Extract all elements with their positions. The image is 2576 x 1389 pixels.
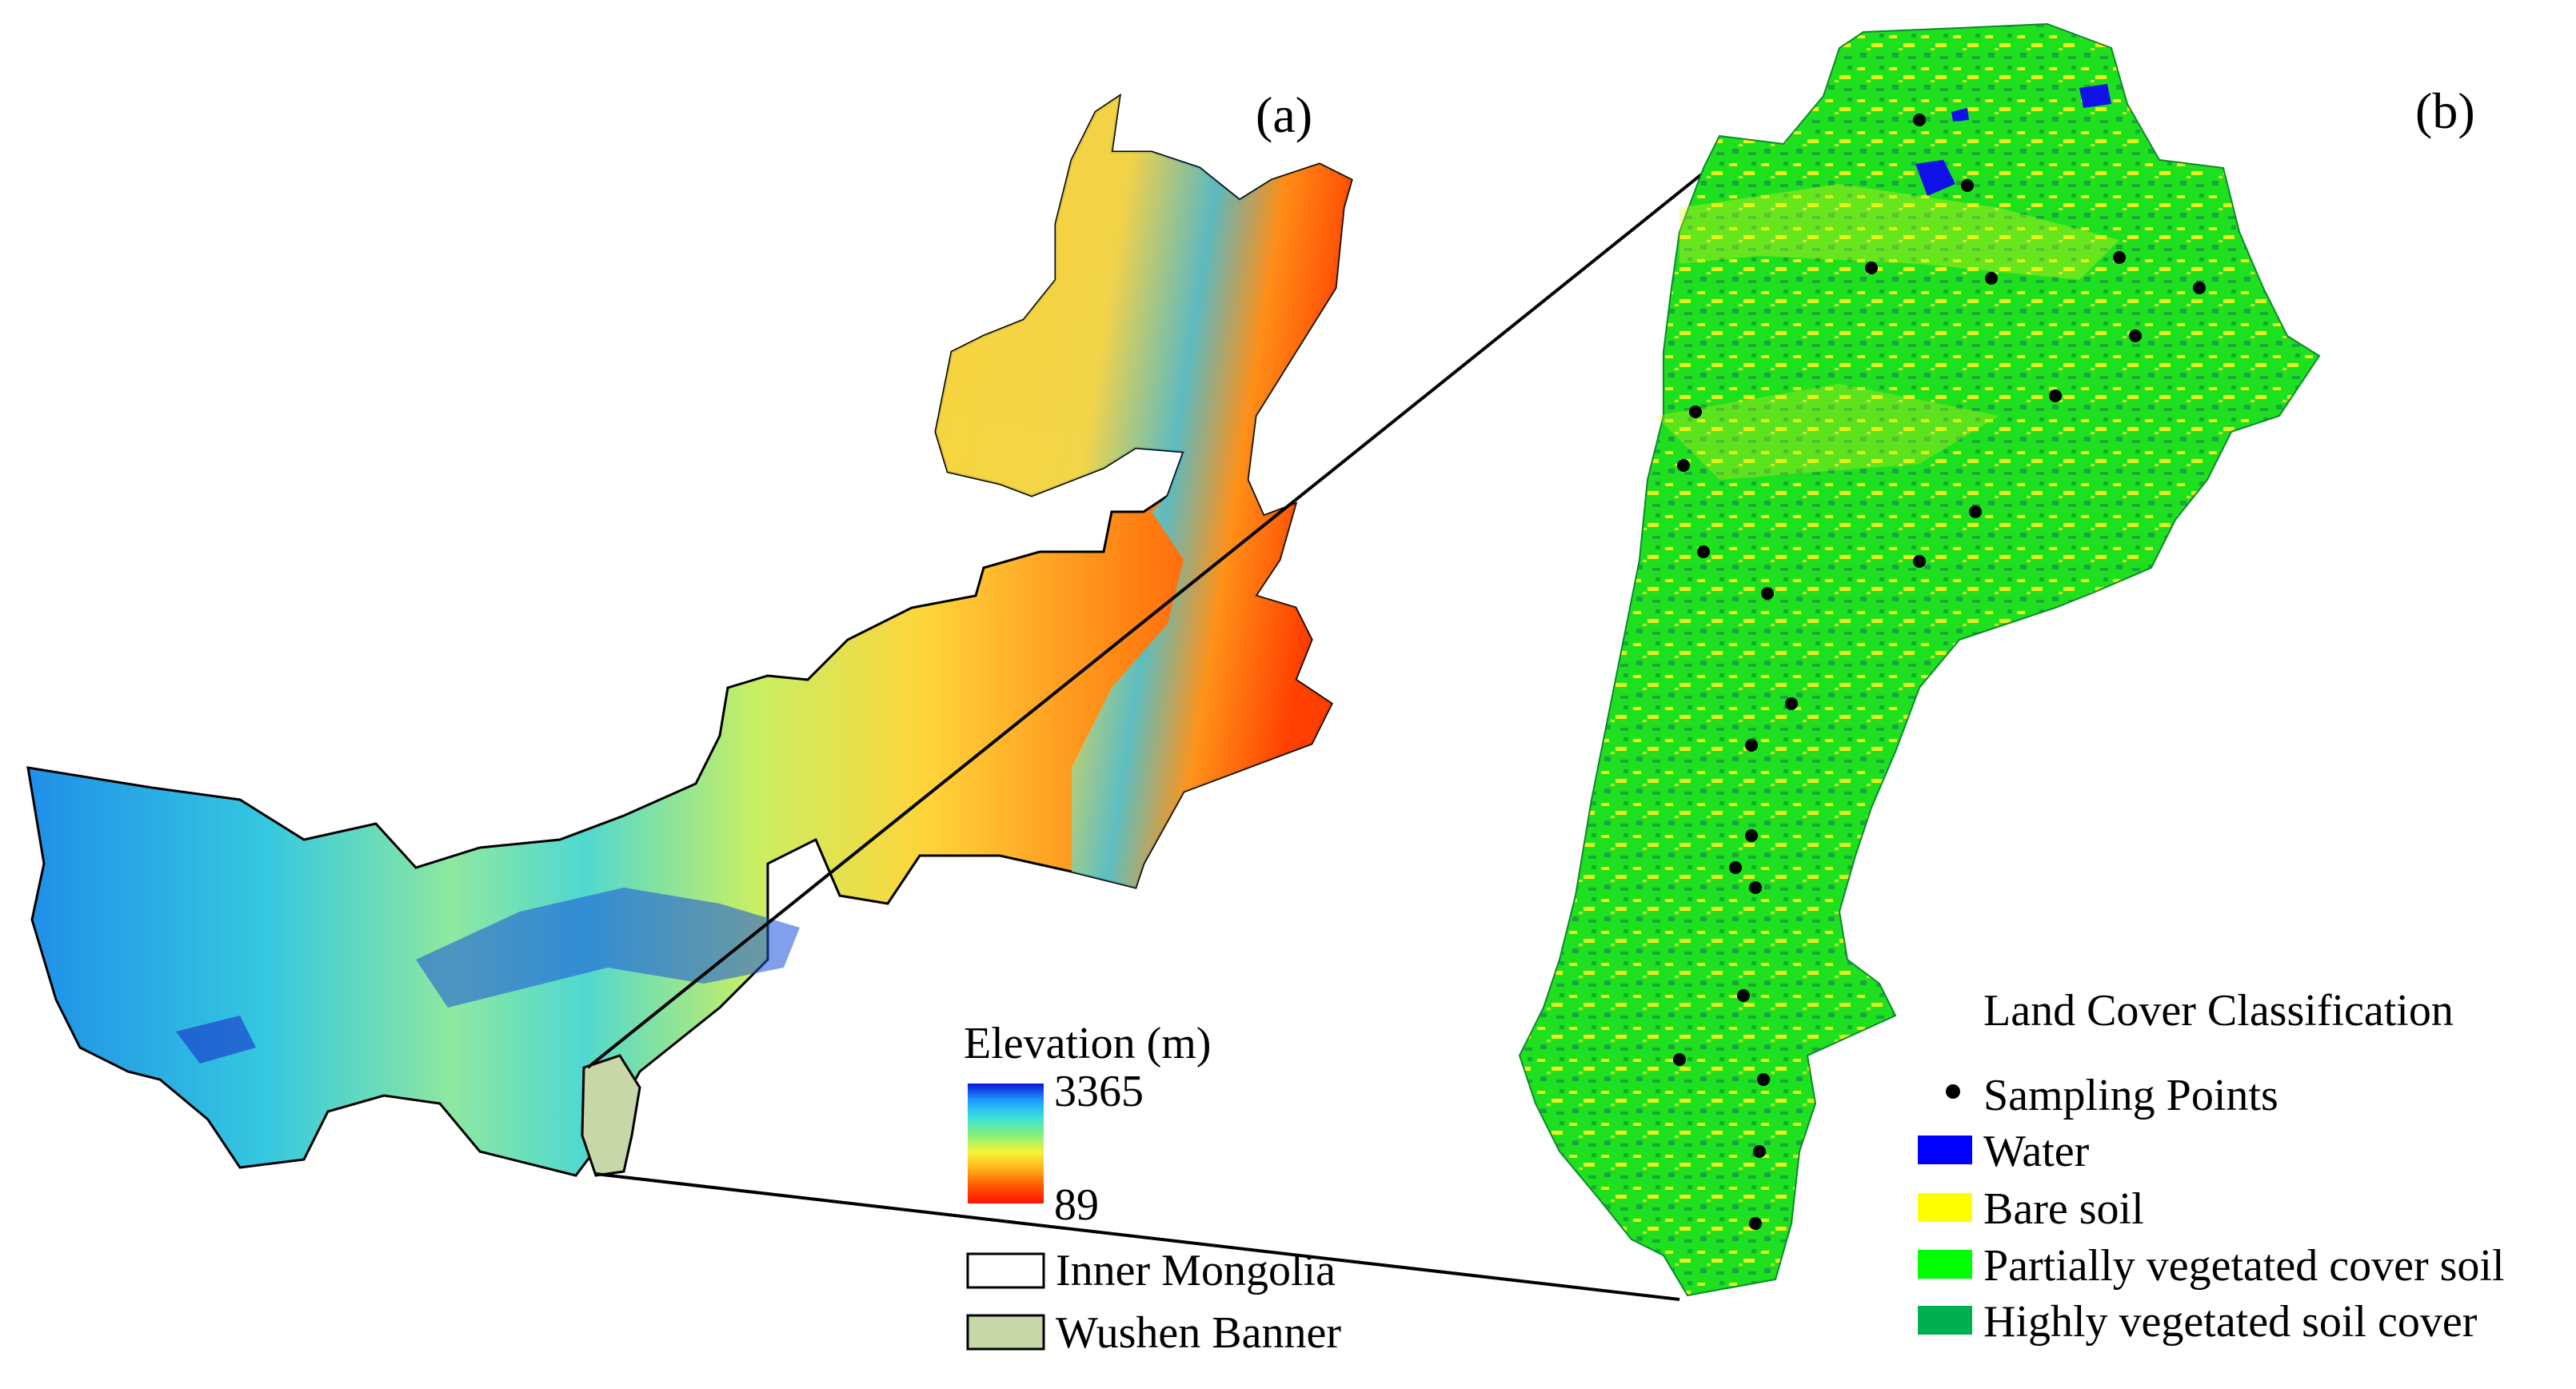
bare-soil-label: Bare soil (1983, 1184, 2144, 1234)
wushen-landcover-map (1518, 22, 2321, 1297)
sampling-point (1969, 505, 1982, 518)
sampling-points-label: Sampling Points (1983, 1071, 2278, 1120)
water-swatch (1918, 1136, 1972, 1164)
bare-soil-band (1679, 184, 2119, 280)
partially-vegetated-swatch (1918, 1250, 1972, 1279)
water-label: Water (1983, 1127, 2090, 1176)
sampling-point (2049, 389, 2062, 402)
sampling-point (1761, 587, 1774, 600)
sampling-point-legend-marker (1946, 1084, 1960, 1099)
elevation-legend-title: Elevation (m) (964, 1019, 1211, 1068)
boundary-legend: Inner Mongolia Wushen Banner (966, 1246, 1341, 1358)
highly-vegetated-label: Highly vegetated soil cover (1983, 1297, 2478, 1347)
wushen-banner-swatch (966, 1314, 1045, 1351)
dark-mountain-patch (176, 1016, 256, 1064)
highly-vegetated-swatch (1918, 1306, 1972, 1335)
landcover-legend: Land Cover Classification Sampling Point… (1918, 986, 2505, 1347)
sampling-point (1673, 1053, 1686, 1066)
sampling-point (1913, 114, 1926, 126)
wushen-banner-label: Wushen Banner (1056, 1308, 1341, 1358)
inner-mongolia-swatch (966, 1252, 1045, 1289)
sampling-point (1985, 272, 1998, 285)
water-body (1951, 108, 1969, 122)
sampling-points (1673, 114, 2206, 1230)
sampling-point (1865, 261, 1878, 274)
sampling-point (1745, 739, 1758, 752)
northeast-highlands (936, 96, 1352, 888)
bare-soil-swatch (1918, 1193, 1972, 1222)
sampling-point (1677, 459, 1690, 472)
sampling-point (1689, 405, 1702, 418)
water-body (2079, 84, 2111, 108)
connector-line-bottom (595, 1172, 1680, 1301)
sampling-point (1737, 989, 1750, 1002)
sampling-point (1745, 829, 1758, 842)
inner-mongolia-map (26, 93, 1353, 1177)
sampling-point (1961, 179, 1974, 192)
bare-soil-band (1655, 384, 1999, 480)
sampling-point (1757, 1073, 1770, 1086)
sampling-point (1729, 861, 1742, 874)
elevation-colorbar (968, 1084, 1044, 1203)
landcover-legend-title: Land Cover Classification (1983, 986, 2454, 1036)
sampling-point (1697, 545, 1710, 558)
sampling-point (1913, 555, 1926, 568)
sampling-point (1753, 1145, 1766, 1158)
sampling-point (2193, 281, 2206, 294)
sampling-point (1785, 697, 1798, 710)
water-body (1915, 160, 1955, 196)
elevation-max-label: 3365 (1054, 1067, 1144, 1116)
partially-vegetated-label: Partially vegetated cover soil (1983, 1241, 2505, 1291)
wushen-banner-area (581, 1054, 641, 1177)
connector-line-top (586, 158, 1721, 1069)
elevation-min-label: 89 (1054, 1180, 1099, 1230)
sampling-point (1749, 881, 1762, 894)
sampling-point (2113, 251, 2126, 264)
sampling-point (2129, 329, 2142, 342)
inner-mongolia-label: Inner Mongolia (1056, 1246, 1336, 1295)
panel-label-b: (b) (2415, 82, 2475, 139)
sampling-point (1749, 1217, 1762, 1230)
panel-label-a: (a) (1256, 86, 1312, 143)
elevation-legend: Elevation (m) 3365 89 (964, 1019, 1211, 1230)
wushen-boundary (1518, 22, 2321, 1297)
dark-mountain-band (416, 888, 800, 1008)
